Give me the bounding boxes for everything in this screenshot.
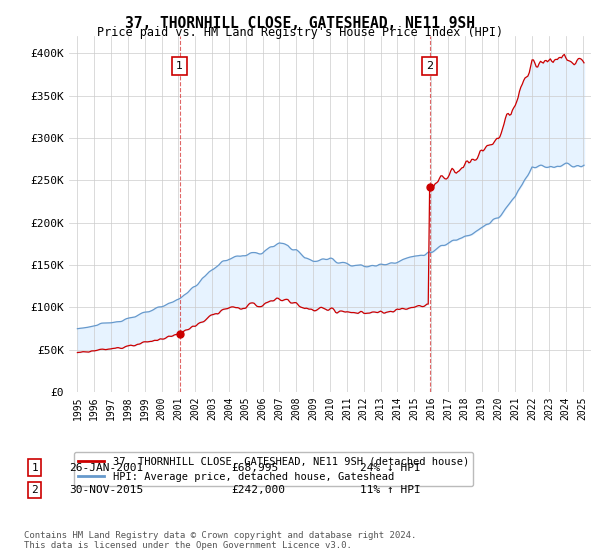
Text: 24% ↓ HPI: 24% ↓ HPI [360, 463, 421, 473]
Text: 1: 1 [31, 463, 38, 473]
Text: 37, THORNHILL CLOSE, GATESHEAD, NE11 9SH: 37, THORNHILL CLOSE, GATESHEAD, NE11 9SH [125, 16, 475, 31]
Text: £68,995: £68,995 [231, 463, 278, 473]
Text: 30-NOV-2015: 30-NOV-2015 [69, 485, 143, 495]
Text: 26-JAN-2001: 26-JAN-2001 [69, 463, 143, 473]
Text: 11% ↑ HPI: 11% ↑ HPI [360, 485, 421, 495]
Text: 1: 1 [176, 61, 183, 71]
Text: 2: 2 [31, 485, 38, 495]
Text: Price paid vs. HM Land Registry's House Price Index (HPI): Price paid vs. HM Land Registry's House … [97, 26, 503, 39]
Text: 2: 2 [426, 61, 433, 71]
Text: Contains HM Land Registry data © Crown copyright and database right 2024.
This d: Contains HM Land Registry data © Crown c… [24, 530, 416, 550]
Text: £242,000: £242,000 [231, 485, 285, 495]
Legend: 37, THORNHILL CLOSE, GATESHEAD, NE11 9SH (detached house), HPI: Average price, d: 37, THORNHILL CLOSE, GATESHEAD, NE11 9SH… [74, 452, 473, 486]
